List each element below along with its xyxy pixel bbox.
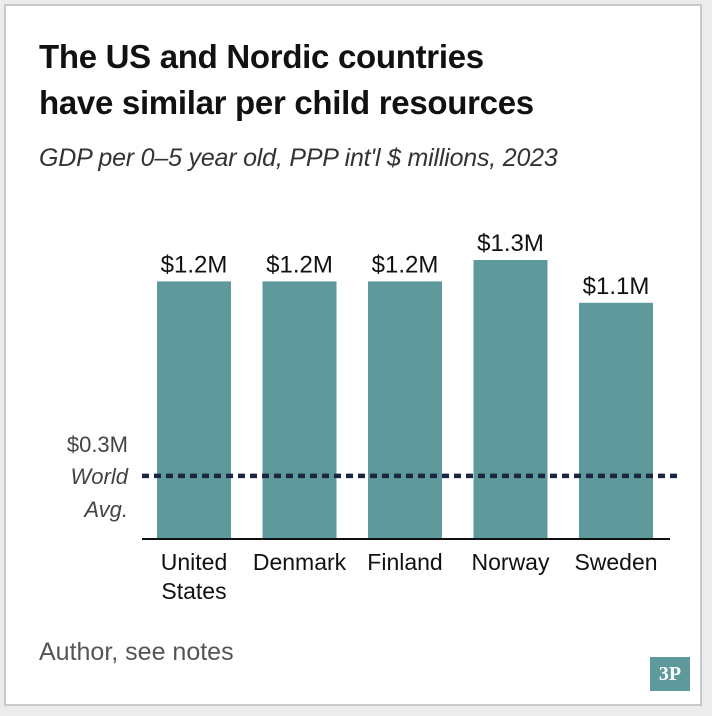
category-label: Finland	[367, 549, 442, 575]
bar	[368, 281, 442, 538]
category-label: States	[161, 578, 226, 604]
reference-value-label: $0.3M	[67, 432, 128, 457]
data-label: $1.1M	[583, 273, 650, 300]
source-note: Author, see notes	[39, 638, 234, 666]
data-label: $1.2M	[372, 251, 439, 278]
reference-name-label: Avg.	[82, 497, 128, 522]
bar	[473, 260, 548, 538]
category-label: Norway	[472, 549, 550, 575]
category-label: Denmark	[253, 549, 347, 575]
bar	[579, 302, 653, 538]
data-label: $1.2M	[161, 251, 228, 278]
3p-logo: 3P	[650, 657, 690, 691]
data-label: $1.3M	[477, 230, 544, 257]
data-label: $1.2M	[266, 251, 333, 278]
chart-title-line-2: have similar per child resources	[39, 84, 534, 121]
category-label: Sweden	[574, 549, 657, 575]
bar	[157, 281, 231, 538]
chart-title: The US and Nordic countries have similar…	[39, 34, 679, 126]
chart-title-line-1: The US and Nordic countries	[39, 38, 484, 75]
category-label: United	[161, 549, 227, 575]
reference-name-label: World	[71, 464, 129, 489]
bar	[262, 281, 337, 538]
chart-subtitle: GDP per 0–5 year old, PPP int'l $ millio…	[39, 144, 558, 172]
